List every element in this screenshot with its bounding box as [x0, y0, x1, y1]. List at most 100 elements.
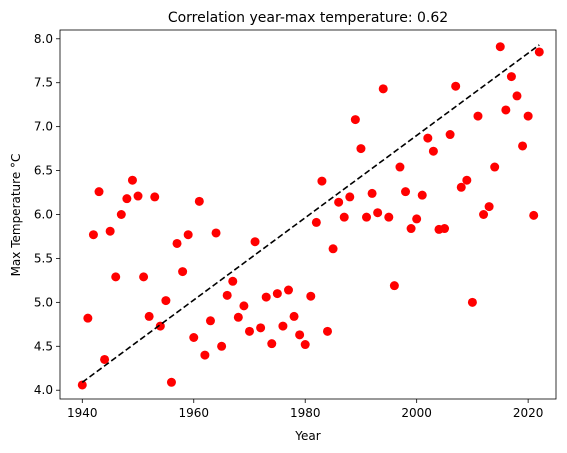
- data-point: [150, 192, 160, 202]
- data-point: [278, 321, 288, 331]
- x-tick-label: 2020: [513, 406, 544, 420]
- data-point: [239, 301, 249, 311]
- data-point: [339, 212, 349, 222]
- data-point: [222, 290, 232, 300]
- data-point: [133, 191, 143, 201]
- data-point: [244, 326, 254, 336]
- data-point: [83, 313, 93, 323]
- data-point: [523, 111, 533, 121]
- data-point: [490, 162, 500, 172]
- data-point: [323, 326, 333, 336]
- y-tick-label: 7.5: [34, 76, 53, 90]
- data-point: [412, 214, 422, 224]
- data-point: [127, 175, 137, 185]
- plot-area: [77, 42, 544, 390]
- data-point: [139, 272, 149, 282]
- data-point: [256, 323, 266, 333]
- data-point: [334, 197, 344, 207]
- data-point: [300, 340, 310, 350]
- data-point: [395, 162, 405, 172]
- data-point: [373, 208, 383, 218]
- data-point: [272, 289, 282, 299]
- data-point: [456, 182, 466, 192]
- data-point: [228, 276, 238, 286]
- data-point: [267, 339, 277, 349]
- data-point: [473, 111, 483, 121]
- data-point: [250, 237, 260, 247]
- data-point: [501, 105, 511, 115]
- data-point: [384, 212, 394, 222]
- data-point: [423, 133, 433, 143]
- y-tick-label: 4.5: [34, 339, 53, 353]
- data-point: [77, 380, 87, 390]
- data-point: [217, 341, 227, 351]
- y-tick-label: 6.5: [34, 164, 53, 178]
- data-point: [111, 272, 121, 282]
- x-tick-label: 1960: [178, 406, 209, 420]
- data-point: [518, 141, 528, 151]
- data-point: [205, 316, 215, 326]
- data-point: [367, 188, 377, 198]
- y-tick-label: 5.5: [34, 251, 53, 265]
- data-point: [161, 296, 171, 306]
- data-point: [356, 144, 366, 154]
- data-point: [428, 146, 438, 156]
- y-tick-label: 5.0: [34, 295, 53, 309]
- data-point: [362, 212, 372, 222]
- data-point: [401, 187, 411, 197]
- data-point: [211, 228, 221, 238]
- data-point: [194, 196, 204, 206]
- x-tick-label: 1940: [67, 406, 98, 420]
- data-point: [467, 297, 477, 307]
- data-point: [378, 84, 388, 94]
- data-point: [529, 210, 539, 220]
- data-point: [311, 217, 321, 227]
- trend-line: [81, 44, 540, 383]
- data-point: [200, 350, 210, 360]
- y-axis-label: Max Temperature °C: [9, 154, 23, 277]
- data-point: [283, 285, 293, 295]
- data-point: [495, 42, 505, 52]
- data-point: [317, 176, 327, 186]
- data-point: [506, 72, 516, 82]
- data-point: [440, 224, 450, 234]
- data-point: [417, 190, 427, 200]
- data-point: [484, 202, 494, 212]
- data-point: [100, 354, 110, 364]
- data-point: [462, 175, 472, 185]
- data-point: [94, 187, 104, 197]
- data-point: [178, 267, 188, 277]
- data-point: [233, 312, 243, 322]
- data-point: [172, 238, 182, 248]
- data-point: [295, 330, 305, 340]
- data-point: [534, 47, 544, 57]
- data-point: [183, 230, 193, 240]
- y-tick-label: 6.0: [34, 208, 53, 222]
- data-point: [479, 210, 489, 219]
- data-point: [350, 115, 360, 125]
- data-point: [328, 244, 338, 254]
- x-tick-label: 2000: [401, 406, 432, 420]
- data-point: [406, 224, 416, 234]
- x-axis: 1940 1960 1980 2000 2020: [67, 399, 543, 420]
- data-point: [144, 311, 154, 321]
- data-point: [88, 230, 98, 240]
- data-point: [306, 291, 316, 301]
- y-tick-label: 4.0: [34, 383, 53, 397]
- data-point: [116, 210, 126, 219]
- data-point: [261, 292, 271, 302]
- data-point: [451, 81, 461, 91]
- y-tick-label: 7.0: [34, 120, 53, 134]
- y-axis: 4.0 4.5 5.0 5.5 6.0 6.5 7.0 7.5 8.0: [34, 32, 60, 397]
- data-point: [512, 91, 522, 101]
- chart-title: Correlation year-max temperature: 0.62: [168, 10, 448, 26]
- data-point: [105, 226, 115, 236]
- data-point: [122, 194, 132, 204]
- y-tick-label: 8.0: [34, 32, 53, 46]
- data-point: [389, 281, 399, 291]
- x-tick-label: 1980: [290, 406, 321, 420]
- data-point: [289, 311, 299, 321]
- data-point: [445, 130, 455, 140]
- x-axis-label: Year: [294, 429, 320, 443]
